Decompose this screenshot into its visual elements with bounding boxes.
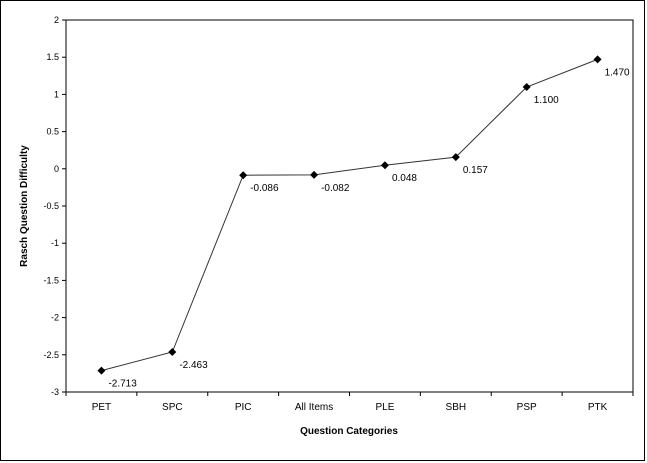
x-axis-title: Question Categories [300,426,398,437]
y-tick-label: -1 [51,238,59,248]
data-point-marker [522,82,531,91]
data-point-marker [593,55,602,64]
y-tick-label: -2.5 [43,350,59,360]
data-point-marker [380,161,389,170]
x-tick-label: PTK [588,402,608,413]
x-tick-label: PSP [517,402,537,413]
data-label: -2.463 [179,360,208,371]
y-tick-label: -0.5 [43,201,59,211]
data-label: -0.082 [321,183,350,194]
data-labels: -2.713 -2.463 -0.086 -0.082 0.048 0.157 1.100 1… [108,67,630,389]
data-label: 1.100 [534,95,559,106]
y-tick-label: 0 [54,164,59,174]
x-tick-label: SBH [446,402,467,413]
data-label: 0.048 [392,173,417,184]
y-axis-title: Rasch Question Difficulty [19,145,30,267]
x-tick-label: SPC [162,402,183,413]
x-tick-label: PIC [235,402,252,413]
series-line [101,58,598,372]
y-tick-label: 2 [54,15,59,25]
x-tick-label: PET [92,402,111,413]
x-axis: PET SPC PIC All Items PLE SBH PSP PTK [65,392,634,413]
y-tick-label: -3 [51,387,59,397]
data-point-marker [451,153,460,162]
data-point-marker [168,348,177,357]
data-label: 1.470 [605,67,630,78]
y-tick-label: 0.5 [46,127,59,137]
data-point-marker [310,170,319,179]
x-tick-label: All Items [295,402,333,413]
y-tick-label: 1 [54,89,59,99]
data-point-marker [239,171,248,180]
y-tick-label: -1.5 [43,275,59,285]
plot-area [65,19,634,393]
data-label: -0.086 [250,183,279,194]
data-label: -2.713 [108,379,137,390]
y-axis: 2 1.5 1 0.5 0 -0.5 -1 -1.5 -2 -2.5 -3 [43,15,66,397]
y-tick-label: 1.5 [46,52,59,62]
series-markers [97,55,602,375]
y-tick-label: -2 [51,313,59,323]
data-point-marker [97,366,106,375]
x-tick-label: PLE [375,402,394,413]
data-label: 0.157 [463,165,488,176]
